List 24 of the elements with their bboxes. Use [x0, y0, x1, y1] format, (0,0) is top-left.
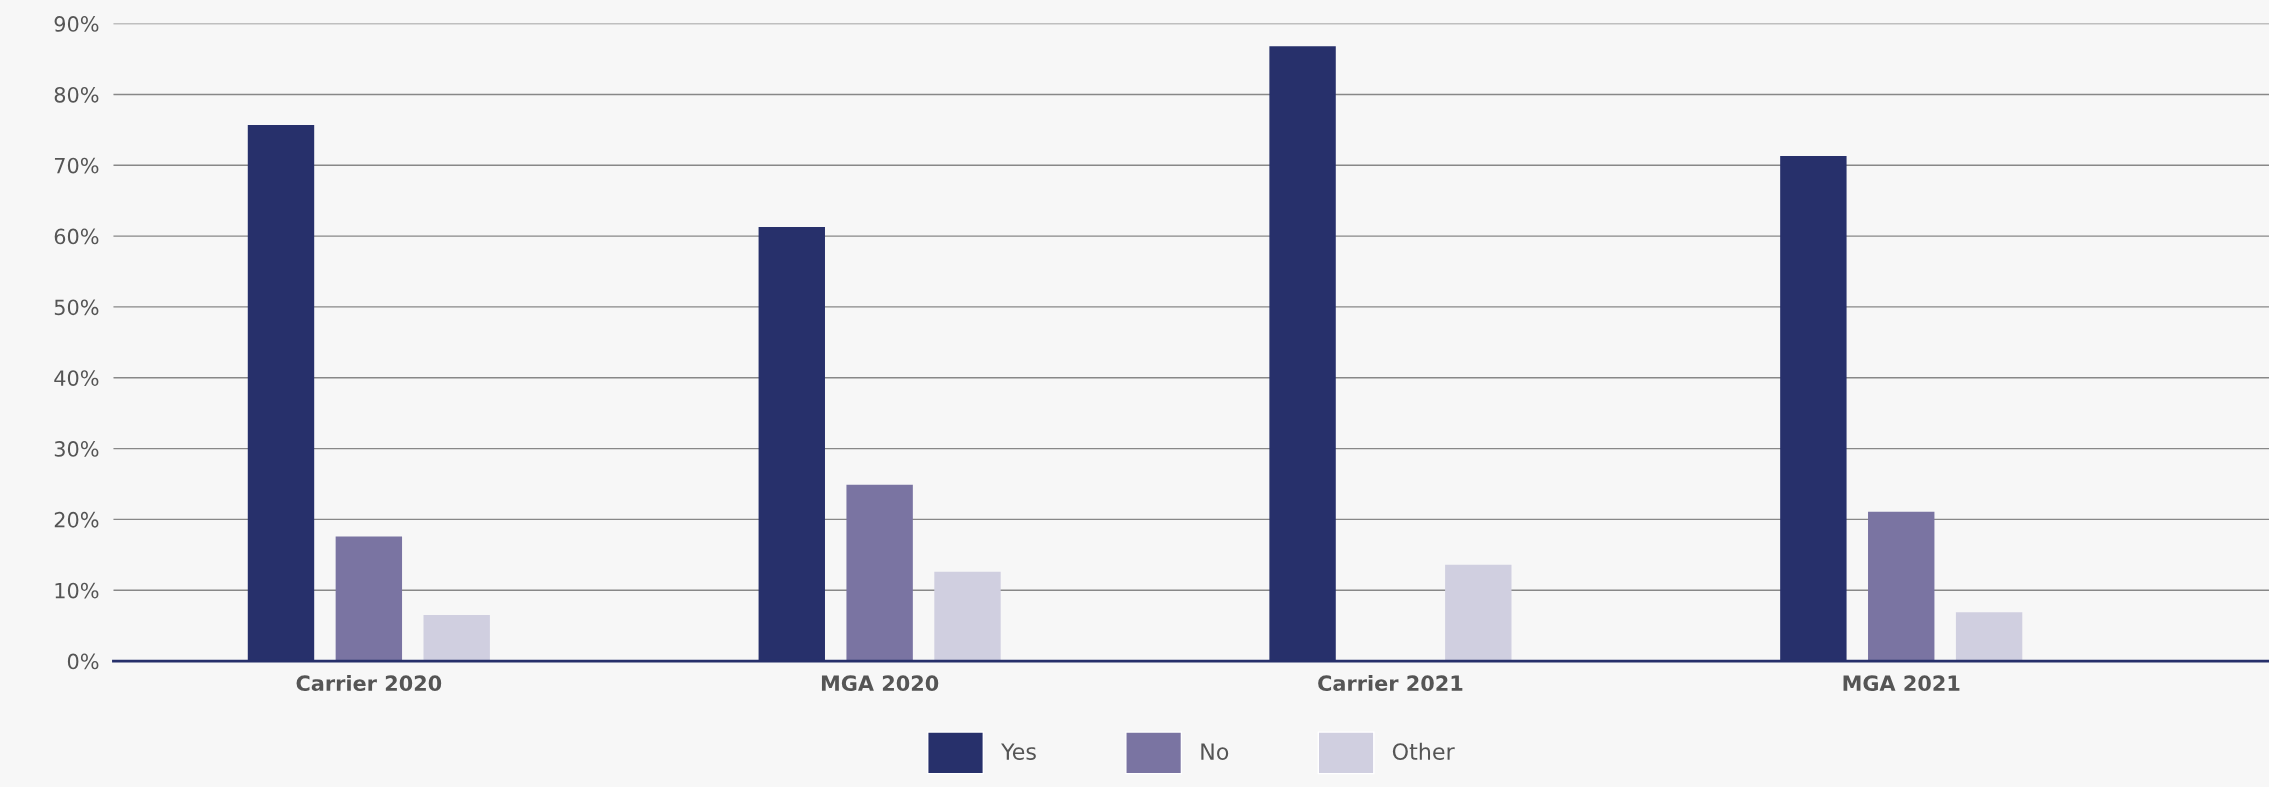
y-tick-label: 50%: [54, 299, 99, 316]
y-tick-label: 20%: [54, 511, 99, 528]
bar: [423, 615, 490, 662]
y-tick-label: 80%: [54, 86, 99, 103]
x-tick-label: MGA 2021: [1843, 675, 1960, 692]
y-tick-label: 10%: [55, 582, 99, 599]
bar: [846, 484, 913, 662]
y-tick-label: 60%: [54, 228, 99, 245]
y-tick-label: 40%: [54, 370, 99, 386]
legend-label: No: [1201, 743, 1229, 760]
bar: [934, 571, 1001, 662]
y-tick-label: 0%: [67, 653, 99, 670]
y-tick-label: 70%: [54, 157, 99, 174]
y-tick-label: 30%: [54, 441, 99, 457]
x-tick-label: Carrier 2020: [296, 674, 442, 692]
bar: [335, 536, 403, 662]
x-tick-label: MGA 2020: [821, 675, 939, 692]
legend-label: Other: [1392, 742, 1455, 760]
bar: [1955, 612, 2023, 662]
y-tick-label: 90%: [54, 16, 99, 32]
x-tick-label: Carrier 2021: [1318, 674, 1463, 692]
bar: [1445, 564, 1512, 662]
legend-label: Yes: [1001, 743, 1036, 760]
bar: [1868, 511, 1935, 662]
